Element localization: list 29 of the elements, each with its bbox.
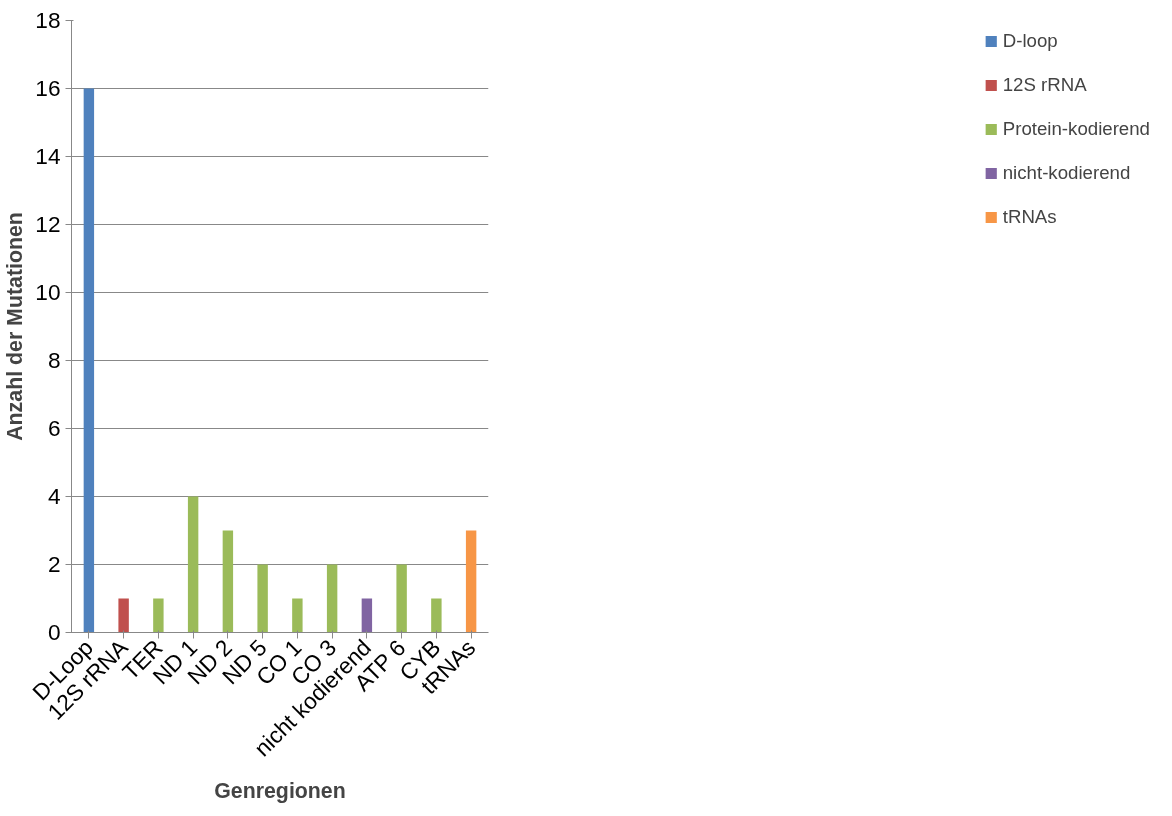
- bar: [431, 598, 442, 633]
- legend-label: D-loop: [1002, 30, 1058, 52]
- bar: [83, 88, 95, 633]
- bar: [153, 598, 164, 633]
- y-axis-title: Anzahl der Mutationen: [3, 212, 28, 441]
- legend-label: 12S rRNA: [1002, 74, 1087, 96]
- y-tick-label: 0: [47, 619, 61, 645]
- y-tick-label: 8: [47, 347, 61, 373]
- x-axis-title: Genregionen: [214, 778, 346, 803]
- legend-label: Protein-kodierend: [1002, 118, 1150, 140]
- y-tick-label: 12: [35, 211, 61, 237]
- bar: [326, 564, 338, 633]
- bar: [292, 598, 303, 633]
- bar: [361, 598, 373, 633]
- y-tick-label: 2: [47, 551, 61, 577]
- legend-label: tRNAs: [1002, 206, 1057, 228]
- bar: [187, 496, 199, 633]
- bar: [396, 564, 407, 633]
- y-tick-label: 6: [47, 415, 61, 441]
- y-tick-label: 16: [35, 75, 61, 101]
- y-tick-label: 14: [35, 143, 61, 169]
- y-tick-label: 18: [35, 7, 61, 33]
- bar: [465, 530, 477, 633]
- bar: [118, 598, 129, 633]
- legend-label: nicht-kodierend: [1002, 162, 1131, 184]
- y-tick-label: 10: [35, 279, 61, 305]
- bar: [222, 530, 234, 633]
- y-tick-label: 4: [47, 483, 61, 509]
- bar: [257, 564, 268, 633]
